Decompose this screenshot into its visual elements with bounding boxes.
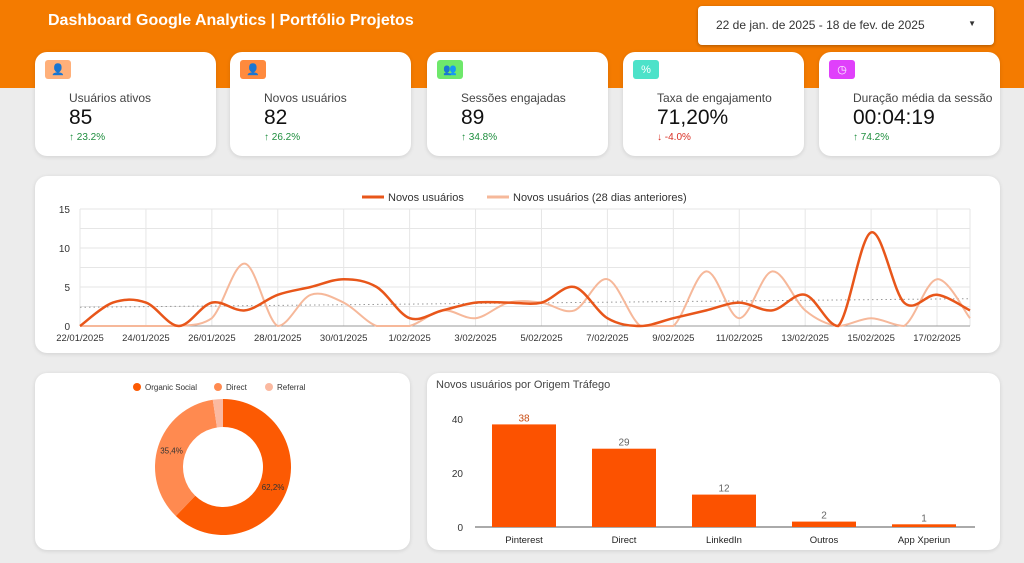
y-tick-label: 0 <box>64 322 70 333</box>
kpi-label: Usuários ativos <box>69 91 152 105</box>
x-tick-label: 1/02/2025 <box>388 333 430 344</box>
date-range-value: 22 de jan. de 2025 - 18 de fev. de 2025 <box>716 18 925 32</box>
kpi-value: 89 <box>461 106 485 129</box>
kpi-label: Sessões engajadas <box>461 91 566 105</box>
kpi-value: 71,20% <box>657 106 729 129</box>
kpi-delta: ↑ 23.2% <box>69 132 106 143</box>
x-tick-label: 26/01/2025 <box>188 333 236 344</box>
x-tick-label: 5/02/2025 <box>520 333 562 344</box>
legend-label[interactable]: Referral <box>277 383 306 392</box>
x-tick-label: 15/02/2025 <box>847 333 895 344</box>
kpi-value: 00:04:19 <box>853 106 935 129</box>
x-tick-label: Pinterest <box>505 535 543 546</box>
y-tick-label: 0 <box>457 523 463 534</box>
bar[interactable] <box>492 424 556 527</box>
x-tick-label: 9/02/2025 <box>652 333 694 344</box>
users-icon: 👥 <box>437 60 463 79</box>
bar-value-label: 29 <box>618 438 630 449</box>
x-tick-label: 7/02/2025 <box>586 333 628 344</box>
page-title: Dashboard Google Analytics | Portfólio P… <box>48 12 414 29</box>
legend-swatch <box>265 383 273 391</box>
y-tick-label: 15 <box>59 205 71 216</box>
bar[interactable] <box>592 448 656 527</box>
y-tick-label: 20 <box>452 469 464 480</box>
bar-value-label: 38 <box>518 413 530 424</box>
user-icon: 👤 <box>45 60 71 79</box>
donut-slice[interactable] <box>212 399 223 428</box>
y-tick-label: 5 <box>64 283 70 294</box>
x-tick-label: 28/01/2025 <box>254 333 302 344</box>
kpi-card: % Taxa de engajamento 71,20% ↓ -4.0% <box>623 52 804 156</box>
kpi-value: 82 <box>264 106 288 129</box>
user-plus-icon: 👤 <box>240 60 266 79</box>
kpi-label: Duração média da sessão <box>853 91 993 105</box>
x-tick-label: 24/01/2025 <box>122 333 170 344</box>
slice-label: 35,4% <box>160 447 183 456</box>
kpi-card: 👥 Sessões engajadas 89 ↑ 34.8% <box>427 52 608 156</box>
x-tick-label: 11/02/2025 <box>716 333 763 344</box>
series-line-previous[interactable] <box>80 262 971 328</box>
percent-icon: % <box>633 60 659 79</box>
x-tick-label: Direct <box>612 535 637 546</box>
kpi-card: 👤 Novos usuários 82 ↑ 26.2% <box>230 52 411 156</box>
bar[interactable] <box>692 494 756 527</box>
caret-down-icon: ▼ <box>968 19 976 28</box>
kpi-delta: ↑ 26.2% <box>264 132 301 143</box>
bar[interactable] <box>892 524 956 527</box>
y-tick-label: 40 <box>452 415 464 426</box>
donut-slice[interactable] <box>154 399 217 516</box>
y-tick-label: 10 <box>59 244 71 255</box>
clock-icon: ◷ <box>829 60 855 79</box>
bar[interactable] <box>792 521 856 527</box>
bar-value-label: 12 <box>718 484 730 495</box>
x-tick-label: 22/01/2025 <box>56 333 104 344</box>
x-tick-label: App Xperiun <box>898 535 950 546</box>
kpi-delta: ↓ -4.0% <box>657 132 691 143</box>
slice-label: 62,2% <box>262 483 285 492</box>
date-range-picker[interactable]: 22 de jan. de 2025 - 18 de fev. de 2025 ▼ <box>698 6 994 45</box>
x-tick-label: LinkedIn <box>706 535 742 546</box>
kpi-card: ◷ Duração média da sessão 00:04:19 ↑ 74.… <box>819 52 1000 156</box>
legend-swatch <box>214 383 222 391</box>
kpi-value: 85 <box>69 106 93 129</box>
legend-label[interactable]: Direct <box>226 383 248 392</box>
bar-chart-title: Novos usuários por Origem Tráfego <box>436 379 610 391</box>
kpi-delta: ↑ 34.8% <box>461 132 498 143</box>
x-tick-label: 3/02/2025 <box>454 333 496 344</box>
donut-slice[interactable] <box>175 399 292 535</box>
kpi-label: Taxa de engajamento <box>657 91 772 105</box>
legend-label[interactable]: Novos usuários <box>388 192 464 204</box>
x-tick-label: 13/02/2025 <box>781 333 829 344</box>
kpi-card: 👤 Usuários ativos 85 ↑ 23.2% <box>35 52 216 156</box>
legend-label[interactable]: Novos usuários (28 dias anteriores) <box>513 192 687 204</box>
kpi-delta: ↑ 74.2% <box>853 132 890 143</box>
bar-value-label: 2 <box>821 511 827 522</box>
series-line-current[interactable] <box>79 231 971 328</box>
kpi-label: Novos usuários <box>264 91 347 105</box>
x-tick-label: 17/02/2025 <box>913 333 961 344</box>
x-tick-label: Outros <box>810 535 839 546</box>
legend-label[interactable]: Organic Social <box>145 383 197 392</box>
bar-value-label: 1 <box>921 513 927 524</box>
x-tick-label: 30/01/2025 <box>320 333 368 344</box>
legend-swatch <box>133 383 141 391</box>
